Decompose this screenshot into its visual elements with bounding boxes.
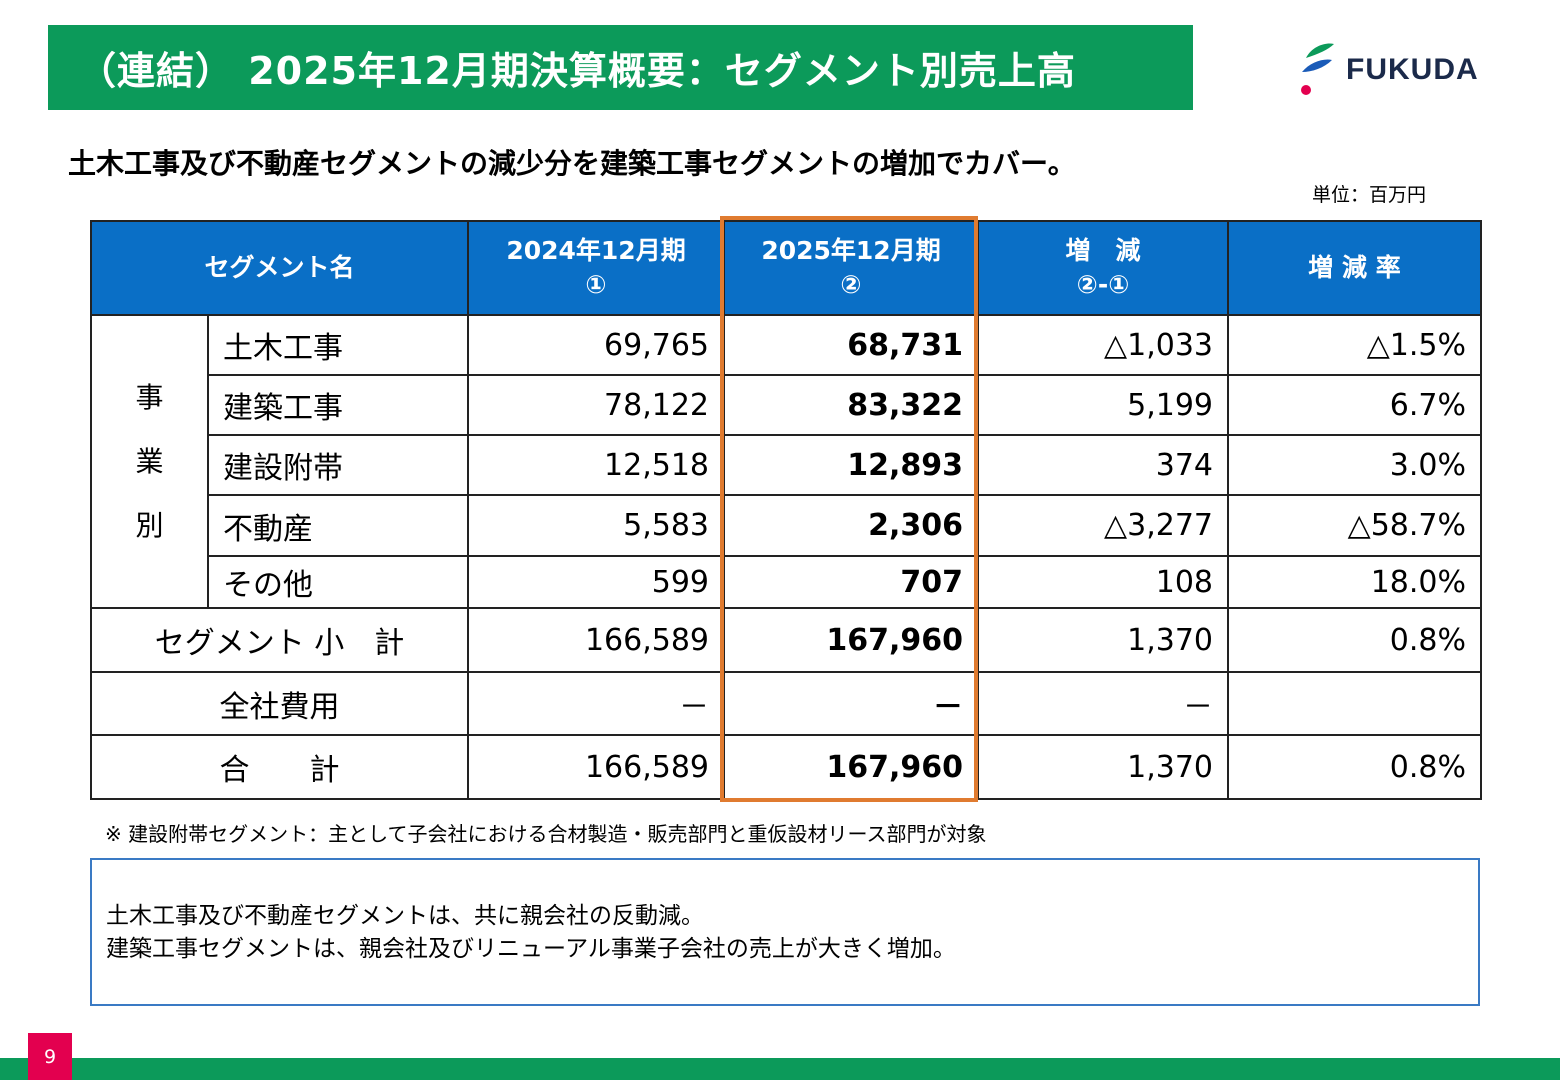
segment-name: 建築工事 [206,374,470,436]
summary-box: 土木工事及び不動産セグメントは、共に親会社の反動減。 建築工事セグメントは、親会… [90,858,1480,1006]
fy2025-value: 2,306 [723,494,980,557]
fy2025-value: 707 [723,555,980,609]
table-header-row: セグメント名 2024年12月期 ① 2025年12月期 ② 増 減 ②-① 増… [89,220,1483,316]
table-row: 不動産 5,583 2,306 △3,277 △58.7% [91,494,1483,557]
segment-name: 建設附帯 [206,434,470,496]
group-label-char: 業 [135,444,164,478]
fukuda-logo-icon [1301,43,1334,95]
group-label-char: 別 [135,508,164,542]
group-label-char: 事 [135,380,164,414]
header-rate: 増 減 率 [1227,220,1483,316]
header-change: 増 減 ②-① [977,220,1230,316]
segment-sales-table: セグメント名 2024年12月期 ① 2025年12月期 ② 増 減 ②-① 増… [89,220,1483,800]
fy2025-value: 83,322 [723,374,980,436]
page-number: 9 [28,1033,72,1080]
rate-value [1227,671,1483,736]
rate-value: 0.8% [1227,734,1483,800]
fy2024-value: 78,122 [467,374,726,436]
fy2025-value: 167,960 [723,607,980,673]
fy2024-value: 69,765 [467,314,726,376]
header-change-line2: ②-① [1076,270,1130,299]
header-fy2025-line1: 2025年12月期 [761,236,941,266]
table-row: 建築工事 78,122 83,322 5,199 6.7% [91,374,1483,436]
company-logo: FUKUDA [1298,40,1518,100]
total-label: 合 計 [89,734,470,800]
headline: 土木工事及び不動産セグメントの減少分を建築工事セグメントの増加でカバー。 [68,147,1076,180]
change-value: △1,033 [977,314,1230,376]
corporate-expense-label: 全社費用 [89,671,470,736]
segment-name: その他 [206,555,470,609]
change-value: 1,370 [977,734,1230,800]
corporate-expense-row: 全社費用 － － － [89,671,1483,736]
unit-label: 単位：百万円 [1312,184,1427,206]
rate-value: 3.0% [1227,434,1483,496]
footnote: ※ 建設附帯セグメント：主として子会社における合材製造・販売部門と重仮設材リース… [105,822,987,846]
fy2024-value: 5,583 [467,494,726,557]
fy2024-value: 599 [467,555,726,609]
segment-name: 不動産 [206,494,470,557]
change-value: △3,277 [977,494,1230,557]
fy2025-value: 167,960 [723,734,980,800]
change-value: 108 [977,555,1230,609]
group-label-by-business: 事 業 別 [90,314,209,609]
change-value: 374 [977,434,1230,496]
change-value: － [977,671,1230,736]
fy2024-value: 12,518 [467,434,726,496]
fy2024-value: 166,589 [467,734,726,800]
rate-value: 0.8% [1227,607,1483,673]
footer-bar [0,1058,1560,1080]
summary-line: 土木工事及び不動産セグメントは、共に親会社の反動減。 [106,903,704,929]
table-row: その他 599 707 108 18.0% [91,555,1483,609]
summary-line: 建築工事セグメントは、親会社及びリニューアル事業子会社の売上が大きく増加。 [106,936,956,962]
header-fy2024-line1: 2024年12月期 [506,236,686,266]
rate-value: 6.7% [1227,374,1483,436]
subtotal-label: セグメント 小 計 [89,607,470,673]
fy2024-value: 166,589 [467,607,726,673]
change-value: 5,199 [977,374,1230,436]
fy2025-value: － [723,671,980,736]
subtotal-row: セグメント 小 計 166,589 167,960 1,370 0.8% [89,607,1483,673]
header-change-line1: 増 減 [1065,236,1141,266]
table-row: 建設附帯 12,518 12,893 374 3.0% [91,434,1483,496]
fy2025-value: 12,893 [723,434,980,496]
total-row: 合 計 166,589 167,960 1,370 0.8% [89,734,1483,800]
rate-value: △1.5% [1227,314,1483,376]
header-fy2025-line2: ② [840,270,862,299]
page-title: （連結） 2025年12月期決算概要：セグメント別売上高 [48,25,1193,110]
table-row: 事 業 別 土木工事 69,765 68,731 △1,033 △1.5% [90,314,1483,609]
fy2025-value: 68,731 [723,314,980,376]
rate-value: △58.7% [1227,494,1483,557]
logo-wordmark: FUKUDA [1346,53,1479,86]
rate-value: 18.0% [1227,555,1483,609]
change-value: 1,370 [977,607,1230,673]
fy2024-value: － [467,671,726,736]
header-fy2025: 2025年12月期 ② [723,220,980,316]
header-segment: セグメント名 [89,220,470,316]
header-fy2024: 2024年12月期 ① [467,220,726,316]
segment-name: 土木工事 [206,314,470,376]
header-fy2024-line2: ① [585,270,607,299]
